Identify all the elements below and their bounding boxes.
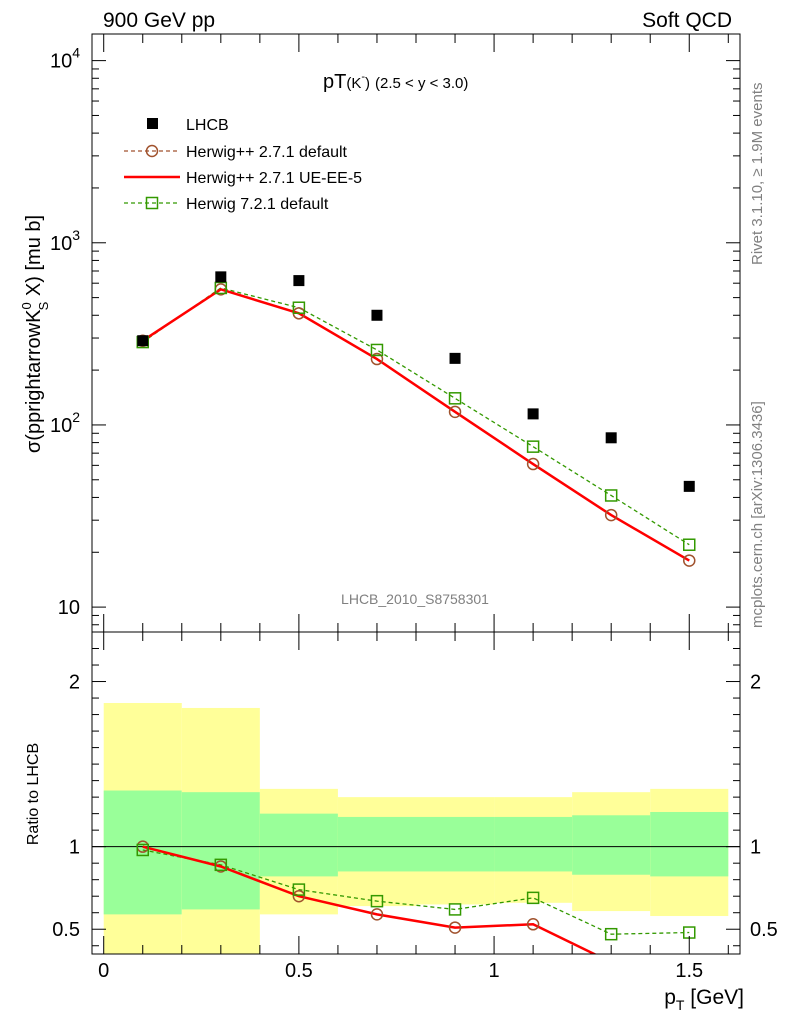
plot-title-sub: (K [346, 75, 361, 92]
y-label-pre: σ(pprightarrowK [23, 309, 45, 453]
y-label-post: X) [mu b] [23, 215, 45, 302]
point-herwigpp-default [604, 508, 618, 522]
point-herwigpp-default [448, 405, 462, 419]
plot-title-range: (2.5 < y < 3.0) [375, 75, 468, 92]
ratio-point-herwigpp-default [526, 918, 540, 931]
x-axis-label: pT [GeV] [664, 986, 744, 1013]
plot-title-close: ) [365, 75, 370, 92]
point-herwig7 [448, 392, 462, 405]
point-herwigpp-default [683, 554, 696, 567]
point-lhcb [293, 275, 305, 287]
point-herwig7 [683, 538, 696, 551]
ratio-y-tick-label-right: 0.5 [750, 919, 778, 941]
ratio-point-herwig7 [370, 894, 384, 908]
x-tick-label: 1 [489, 960, 500, 982]
point-herwig7 [292, 301, 306, 314]
y-tick-label: 103 [50, 227, 80, 255]
ratio-y-tick-label-right: 1 [750, 837, 761, 859]
ratio-band-green [494, 816, 573, 872]
point-herwigpp-default [526, 457, 540, 471]
x-label-unit: [GeV] [684, 986, 744, 1009]
rivet-version-text: Rivet 3.1.10, ≥ 1.9M events [749, 83, 766, 266]
point-lhcb [449, 352, 461, 364]
y-label-sub: S [36, 301, 51, 310]
analysis-label: LHCB_2010_S8758301 [341, 591, 489, 607]
point-lhcb [371, 309, 383, 321]
ratio-point-herwigpp-default [370, 908, 384, 921]
ratio-point-herwig7 [214, 858, 228, 872]
point-herwig7 [370, 343, 384, 357]
y-label-sup: 0 [19, 302, 34, 309]
point-lhcb [527, 408, 539, 420]
legend-marker-herwig7 [145, 196, 159, 210]
ratio-bands [103, 703, 729, 954]
legend-label-herwig7: Herwig 7.2.1 default [186, 196, 329, 213]
ratio-band-green [259, 813, 338, 877]
ratio-x-ticks: 0 0.5 1 1.5 [98, 632, 729, 982]
point-lhcb [215, 271, 227, 283]
point-lhcb [683, 480, 695, 492]
header-left: 900 GeV pp [103, 9, 215, 32]
x-tick-label: 0 [98, 960, 109, 982]
ratio-point-herwigpp-default [448, 921, 462, 934]
legend-marker-herwigpp-default [145, 144, 159, 158]
ratio-y-ticks: 0.5 0.5 1 1 2 2 [52, 648, 778, 947]
ratio-y-tick-label-left: 0.5 [52, 919, 80, 941]
y-tick-label: 10 [58, 597, 80, 619]
ratio-y-tick-label-left: 2 [69, 672, 80, 694]
x-label-sub: T [676, 997, 685, 1013]
ratio-line-herwig7 [142, 849, 690, 935]
main-x-ticks [103, 34, 729, 632]
x-tick-label: 0.5 [285, 960, 313, 982]
legend-label-lhcb: LHCB [186, 117, 229, 134]
point-herwigpp-default [370, 352, 384, 366]
point-lhcb [605, 432, 617, 444]
ratio-band-green [181, 792, 260, 910]
main-y-ticks: 10 102 103 104 [50, 45, 740, 626]
ratio-point-herwig7 [604, 927, 618, 941]
ratio-y-tick-label-right: 2 [750, 672, 761, 694]
ratio-band-green [337, 816, 416, 872]
ratio-point-herwig7 [292, 883, 306, 896]
legend-marker-lhcb [147, 118, 158, 129]
y-tick-label: 104 [50, 45, 80, 73]
ratio-band-green [650, 811, 729, 877]
main-panel: 10 102 103 104 pT(K-) (2.5 < y < 3.0) σ(ppri… [19, 33, 741, 633]
legend: LHCB Herwig++ 2.7.1 default Herwig++ 2.7… [124, 117, 362, 213]
point-herwig7 [526, 440, 540, 453]
legend-label-ue-ee-5: Herwig++ 2.7.1 UE-EE-5 [186, 170, 362, 187]
x-tick-label: 1.5 [675, 960, 703, 982]
ratio-point-herwigpp-default [292, 889, 306, 903]
ratio-panel: 0.5 0.5 1 1 2 2 0 0.5 1 1.5 Ratio to LHCB pT [Ge… [25, 631, 778, 1013]
main-series [136, 271, 696, 567]
plot-title-main: pT [323, 71, 346, 93]
header-right: Soft QCD [642, 9, 732, 32]
legend-label-herwigpp-default: Herwig++ 2.7.1 default [186, 144, 348, 161]
ratio-y-tick-label-left: 1 [69, 837, 80, 859]
plot-title-sup: - [361, 71, 365, 83]
ratio-band-green [572, 815, 651, 875]
point-lhcb [137, 335, 149, 347]
y-tick-label: 102 [50, 409, 80, 437]
point-herwig7 [214, 281, 228, 295]
ratio-y-axis-label: Ratio to LHCB [25, 743, 42, 845]
ratio-point-herwig7 [448, 903, 462, 916]
mcplots-credit-text: mcplots.cern.ch [arXiv:1306.3436] [749, 401, 766, 628]
line-ue-ee-5 [142, 287, 690, 562]
ratio-line-ue-ee-5 [142, 845, 598, 954]
point-herwig7 [604, 489, 618, 502]
x-label-main: p [664, 986, 676, 1009]
ratio-series [136, 840, 696, 954]
ratio-point-herwig7 [136, 843, 149, 857]
plot-title: pT(K-) (2.5 < y < 3.0) [323, 71, 468, 93]
ratio-band-green [416, 816, 495, 872]
main-y-axis-label: σ(pprightarrowK0 S X) [mu b] [19, 215, 51, 453]
ratio-point-herwig7 [526, 891, 540, 905]
line-herwig7 [142, 287, 690, 546]
